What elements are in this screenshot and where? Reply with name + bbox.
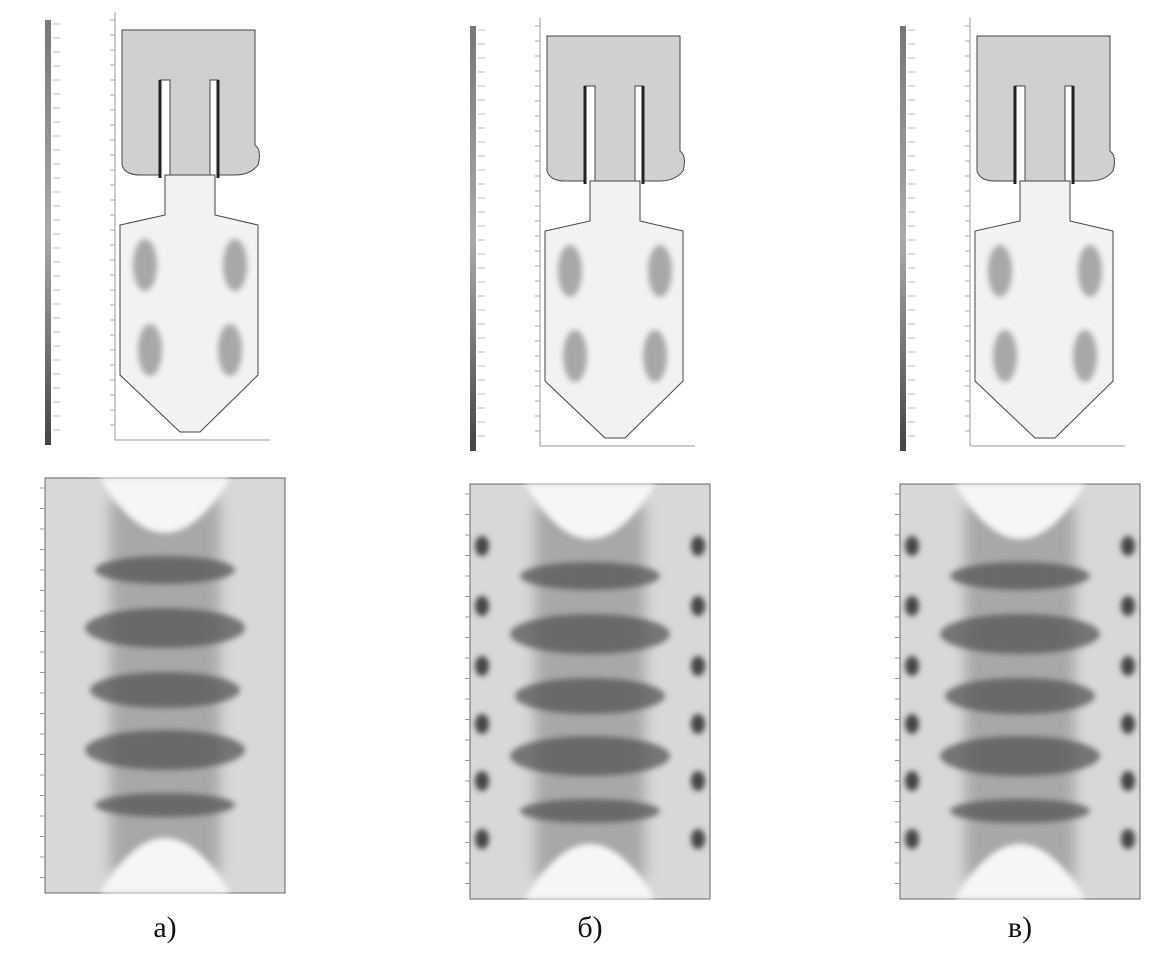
wall-spot (1121, 714, 1135, 734)
wall-spot (691, 714, 705, 734)
color-bar (900, 26, 906, 451)
panel-label: б) (577, 911, 602, 944)
wall-spot (475, 536, 489, 556)
furnace-body (975, 181, 1113, 438)
lobe (515, 678, 665, 714)
wall-spot (475, 829, 489, 849)
wall-spot (1121, 596, 1135, 616)
flow-zone (993, 330, 1017, 382)
panel-label: а) (153, 911, 176, 944)
panel-label: в) (1008, 911, 1032, 944)
wall-spot (691, 536, 705, 556)
flow-zone (218, 324, 242, 376)
flow-zone (558, 245, 582, 297)
furnace-body (120, 175, 258, 432)
lobe (85, 608, 245, 648)
figure: а) б) в) (0, 0, 1159, 955)
wall-spot (905, 771, 919, 791)
panel: б) (465, 18, 710, 944)
wall-spot (1121, 536, 1135, 556)
lobe (95, 556, 235, 584)
flow-zone (223, 239, 247, 291)
flow-zone (133, 239, 157, 291)
wall-spot (475, 656, 489, 676)
wall-spot (691, 771, 705, 791)
wall-spot (905, 596, 919, 616)
flow-zone (1073, 330, 1097, 382)
furnace-body (545, 181, 683, 438)
wall-spot (475, 714, 489, 734)
wall-spot (905, 656, 919, 676)
wall-spot (905, 829, 919, 849)
wall-spot (475, 596, 489, 616)
lobe (950, 562, 1090, 590)
wall-spot (1121, 829, 1135, 849)
flow-zone (1078, 245, 1102, 297)
lobe (520, 562, 660, 590)
flow-zone (138, 324, 162, 376)
wall-spot (1121, 771, 1135, 791)
wall-spot (905, 714, 919, 734)
wall-spot (905, 536, 919, 556)
color-bar (470, 26, 476, 451)
lobe (945, 678, 1095, 714)
panel: в) (895, 18, 1140, 944)
lobe (85, 730, 245, 770)
flow-zone (643, 330, 667, 382)
wall-spot (1121, 656, 1135, 676)
lobe (950, 799, 1090, 823)
flow-zone (988, 245, 1012, 297)
lobe (940, 736, 1100, 776)
wall-spot (691, 829, 705, 849)
flow-zone (648, 245, 672, 297)
panel: а) (40, 12, 285, 944)
lobe (520, 799, 660, 823)
lobe (940, 614, 1100, 654)
page: а)б)в) (() => { const data = JSON.parse(… (0, 0, 1159, 955)
lobe (510, 614, 670, 654)
lobe (90, 672, 240, 708)
flow-zone (563, 330, 587, 382)
color-bar (45, 20, 51, 445)
wall-spot (475, 771, 489, 791)
lobe (510, 736, 670, 776)
wall-spot (691, 596, 705, 616)
lobe (95, 793, 235, 817)
wall-spot (691, 656, 705, 676)
